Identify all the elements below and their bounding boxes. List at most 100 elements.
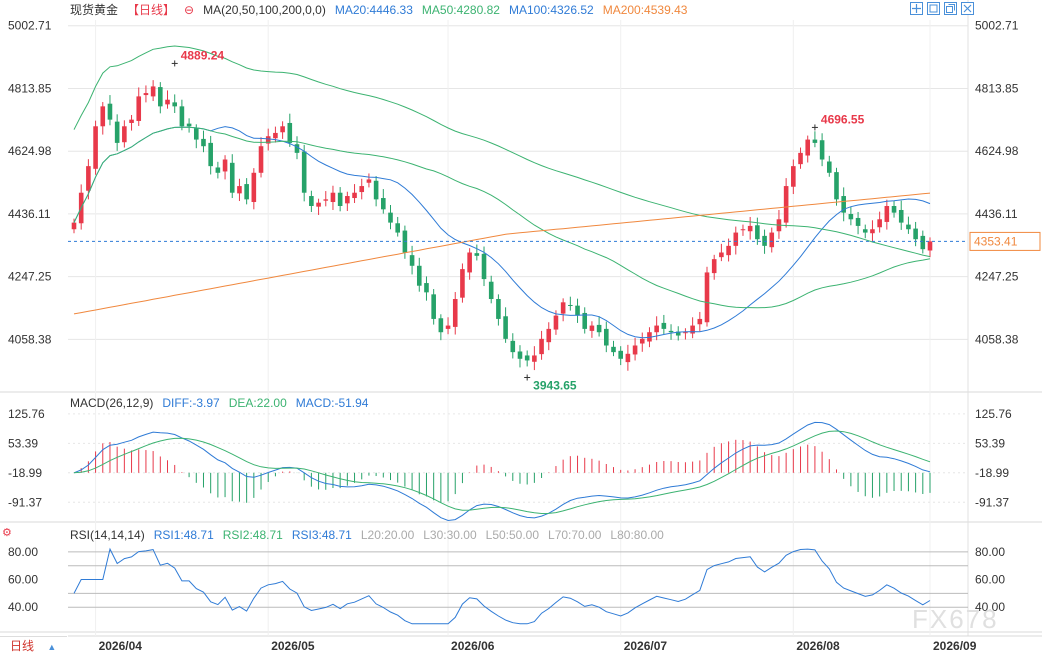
ma-header-item: 【日线】 bbox=[127, 3, 175, 17]
candle-body bbox=[215, 167, 221, 173]
close-icon[interactable] bbox=[961, 2, 974, 15]
candle-body bbox=[524, 355, 530, 361]
candle-body bbox=[575, 305, 580, 316]
candle-body bbox=[517, 351, 523, 359]
candle-body bbox=[86, 166, 91, 191]
candle-body bbox=[819, 140, 825, 160]
candle-body bbox=[136, 96, 142, 121]
rsi-header-item: L70:70.00 bbox=[548, 528, 602, 542]
rsi-header-item: L30:30.00 bbox=[423, 528, 477, 542]
macd-tick-label-left: 125.76 bbox=[8, 407, 45, 421]
macd-dea-line bbox=[73, 430, 931, 515]
watermark: FX678 bbox=[912, 604, 999, 634]
ma20-line bbox=[73, 126, 931, 339]
candle-body bbox=[546, 328, 552, 343]
expand-icon[interactable] bbox=[910, 2, 923, 15]
ma-header-item: MA200:4539.43 bbox=[603, 3, 688, 17]
candle-body bbox=[604, 328, 609, 346]
candle-body bbox=[898, 209, 904, 223]
candle-body bbox=[596, 324, 602, 333]
candle-body bbox=[143, 93, 149, 96]
candle-body bbox=[150, 86, 156, 97]
candle-body bbox=[568, 304, 573, 306]
ma50-line bbox=[73, 126, 931, 309]
price-tick-label: 4436.11 bbox=[975, 207, 1018, 221]
candle-body bbox=[611, 346, 616, 353]
candle-body bbox=[445, 325, 451, 329]
macd-header-item: DEA:22.00 bbox=[229, 396, 287, 410]
price-tick-label-left: 4436.11 bbox=[8, 207, 51, 221]
candle-body bbox=[474, 253, 480, 256]
candle-body bbox=[273, 132, 278, 139]
rsi-line bbox=[73, 547, 931, 625]
candle-body bbox=[920, 235, 926, 250]
ma-header-item: MA100:4326.52 bbox=[509, 3, 594, 17]
rsi-pane bbox=[73, 547, 931, 625]
fit-icon[interactable] bbox=[927, 2, 940, 15]
price-tick-label-left: 4058.38 bbox=[8, 332, 52, 346]
candle-body bbox=[107, 103, 113, 120]
candle-body bbox=[323, 199, 329, 201]
candle-body bbox=[690, 325, 695, 334]
ma-header-item: ⊖ bbox=[184, 3, 194, 17]
macd-tick-label-left: -18.99 bbox=[8, 466, 42, 480]
candle-body bbox=[589, 325, 595, 331]
candle-body bbox=[891, 206, 897, 213]
candle-body bbox=[668, 330, 674, 333]
candle-body bbox=[560, 302, 566, 314]
candle-body bbox=[258, 146, 264, 173]
candle-body bbox=[532, 355, 537, 362]
candle-body bbox=[172, 102, 178, 107]
candle-body bbox=[395, 223, 400, 233]
candle-body bbox=[762, 235, 767, 246]
candle-body bbox=[366, 179, 372, 183]
last-price-tag bbox=[969, 231, 1041, 251]
ma100-line bbox=[73, 45, 931, 258]
candle-body bbox=[661, 322, 667, 329]
candle-body bbox=[460, 269, 465, 298]
candle-body bbox=[431, 294, 436, 319]
candle-body bbox=[309, 196, 314, 206]
candle-body bbox=[711, 259, 717, 274]
candle-body bbox=[647, 332, 652, 342]
candle-body bbox=[510, 340, 516, 353]
restore-icon[interactable] bbox=[944, 2, 957, 15]
last-price-label: 4353.41 bbox=[974, 234, 1018, 248]
rsi-header-item: RSI(14,14,14) bbox=[70, 528, 145, 542]
macd-header-item: DIFF:-3.97 bbox=[162, 396, 220, 410]
candle-body bbox=[618, 350, 623, 359]
candle-body bbox=[280, 126, 285, 133]
period-label: 日线 bbox=[10, 639, 35, 653]
ma200-line bbox=[73, 192, 931, 315]
rsi-tick-label-left: 60.00 bbox=[8, 573, 38, 587]
extreme-label: 4696.55 bbox=[821, 112, 865, 126]
period-selector[interactable]: 日线 ▲ bbox=[0, 636, 67, 656]
rsi-tick-label-left: 40.00 bbox=[8, 600, 38, 614]
candle-body bbox=[841, 196, 846, 213]
rsi-tick-label: 60.00 bbox=[975, 573, 1005, 587]
time-tick-label: 2026/06 bbox=[451, 639, 495, 653]
time-tick-label: 2026/04 bbox=[99, 639, 143, 653]
price-tick-label-left: 5002.71 bbox=[8, 19, 52, 33]
period-arrow-icon: ▲ bbox=[47, 642, 57, 652]
candle-body bbox=[122, 126, 127, 143]
candle-body bbox=[416, 265, 422, 286]
candle-body bbox=[481, 253, 487, 280]
time-tick-label: 2026/05 bbox=[271, 639, 315, 653]
ma-header-item: 现货黄金 bbox=[70, 2, 118, 17]
candle-body bbox=[229, 162, 235, 193]
candle-body bbox=[798, 152, 803, 165]
candle-body bbox=[747, 225, 753, 232]
candle-body bbox=[733, 232, 739, 246]
candle-body bbox=[424, 283, 429, 293]
rsi-tick-label: 40.00 bbox=[975, 600, 1005, 614]
candle-body bbox=[553, 315, 559, 330]
macd-tick-label: -18.99 bbox=[975, 466, 1009, 480]
candle-body bbox=[654, 325, 659, 333]
candle-body bbox=[179, 106, 185, 127]
candle-body bbox=[870, 229, 875, 234]
time-tick-label: 2026/07 bbox=[624, 639, 668, 653]
price-tick-label: 4058.38 bbox=[975, 332, 1019, 346]
candle-body bbox=[158, 87, 163, 107]
candle-body bbox=[913, 228, 918, 240]
